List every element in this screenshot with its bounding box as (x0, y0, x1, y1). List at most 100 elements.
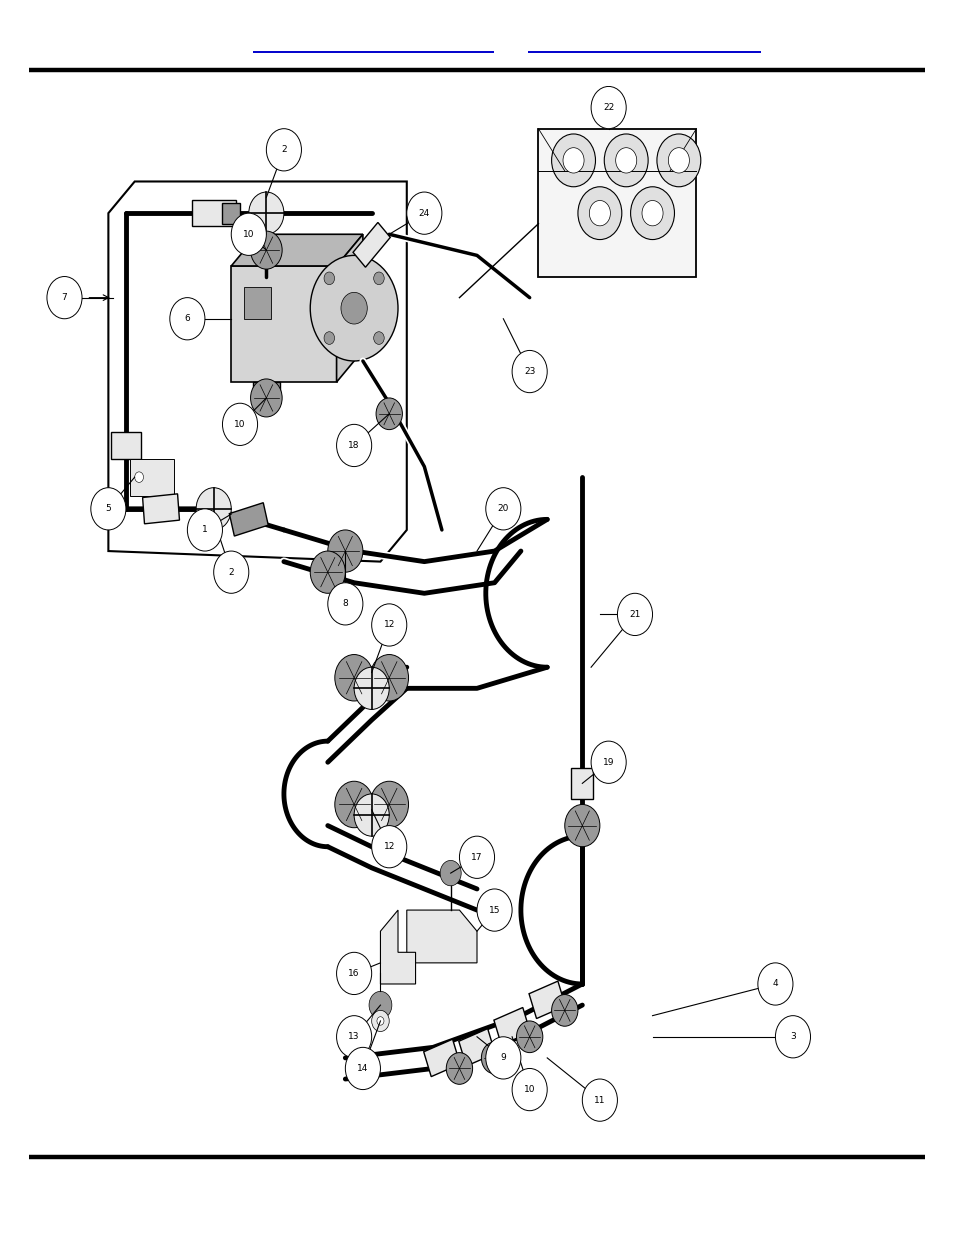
Circle shape (630, 186, 674, 240)
Text: 4: 4 (772, 979, 778, 988)
Circle shape (370, 782, 408, 827)
Bar (244, 287, 271, 319)
Circle shape (446, 1052, 472, 1084)
Circle shape (485, 488, 520, 530)
Text: 16: 16 (348, 969, 359, 978)
Circle shape (251, 231, 282, 269)
Circle shape (324, 332, 335, 345)
Circle shape (376, 1016, 383, 1025)
Circle shape (336, 1015, 372, 1058)
Circle shape (266, 128, 301, 170)
Bar (529, 981, 565, 1019)
Bar (231, 266, 336, 382)
Circle shape (340, 293, 367, 324)
Text: 12: 12 (383, 620, 395, 630)
Circle shape (564, 804, 599, 847)
Text: 3: 3 (789, 1032, 795, 1041)
Text: 10: 10 (243, 230, 254, 238)
Text: 17: 17 (471, 853, 482, 862)
Circle shape (324, 272, 335, 284)
Circle shape (213, 551, 249, 593)
Circle shape (335, 655, 373, 701)
Text: 2: 2 (228, 568, 233, 577)
Circle shape (581, 1079, 617, 1121)
Circle shape (196, 488, 231, 530)
Text: 2: 2 (281, 146, 287, 154)
Circle shape (512, 351, 547, 393)
Text: 23: 23 (523, 367, 535, 375)
Text: 9: 9 (500, 1053, 506, 1062)
Circle shape (375, 398, 402, 430)
Text: 12: 12 (383, 842, 395, 851)
Circle shape (439, 861, 460, 885)
Circle shape (134, 472, 143, 483)
Bar (131, 458, 174, 495)
Text: 5: 5 (106, 504, 112, 514)
Text: 21: 21 (629, 610, 640, 619)
Circle shape (775, 1015, 810, 1058)
Circle shape (591, 741, 625, 783)
Circle shape (551, 133, 595, 186)
Text: 8: 8 (342, 599, 348, 609)
Circle shape (372, 826, 406, 868)
Circle shape (551, 994, 578, 1026)
Circle shape (170, 298, 205, 340)
Bar (571, 767, 593, 799)
Bar (458, 1029, 495, 1066)
Circle shape (562, 148, 583, 173)
Text: 6: 6 (184, 314, 190, 324)
Text: 13: 13 (348, 1032, 359, 1041)
Circle shape (617, 593, 652, 636)
Circle shape (369, 992, 392, 1019)
Circle shape (91, 488, 126, 530)
Circle shape (641, 200, 662, 226)
Text: 18: 18 (348, 441, 359, 450)
Circle shape (335, 782, 373, 827)
Circle shape (459, 836, 494, 878)
Circle shape (222, 403, 257, 446)
Polygon shape (406, 910, 476, 963)
Bar (142, 494, 179, 524)
Circle shape (615, 148, 636, 173)
Polygon shape (336, 235, 362, 382)
Circle shape (591, 86, 625, 128)
Bar (423, 1039, 459, 1077)
Circle shape (251, 379, 282, 417)
Circle shape (476, 889, 512, 931)
Text: 14: 14 (356, 1065, 368, 1073)
Circle shape (374, 332, 384, 345)
Bar (111, 432, 141, 458)
Circle shape (231, 214, 266, 256)
Circle shape (336, 425, 372, 467)
Circle shape (187, 509, 222, 551)
Text: 24: 24 (418, 209, 430, 217)
Circle shape (668, 148, 689, 173)
Circle shape (589, 200, 610, 226)
Polygon shape (380, 910, 416, 984)
Circle shape (345, 1047, 380, 1089)
Circle shape (512, 1068, 547, 1110)
Circle shape (249, 193, 284, 235)
Circle shape (336, 952, 372, 994)
Bar (222, 203, 240, 224)
Bar (229, 503, 268, 536)
Circle shape (657, 133, 700, 186)
Bar (494, 1008, 530, 1045)
Bar (537, 128, 696, 277)
Bar (253, 382, 279, 403)
Circle shape (354, 667, 389, 709)
Circle shape (372, 1010, 389, 1031)
Circle shape (47, 277, 82, 319)
Circle shape (328, 583, 362, 625)
Circle shape (354, 794, 389, 836)
Circle shape (481, 1042, 507, 1073)
Bar (192, 200, 235, 226)
Bar (353, 222, 390, 267)
Circle shape (328, 530, 362, 572)
Text: 20: 20 (497, 504, 509, 514)
Circle shape (485, 1037, 520, 1079)
Circle shape (310, 256, 397, 361)
Text: 22: 22 (602, 103, 614, 112)
Circle shape (310, 551, 345, 593)
Text: 11: 11 (594, 1095, 605, 1104)
